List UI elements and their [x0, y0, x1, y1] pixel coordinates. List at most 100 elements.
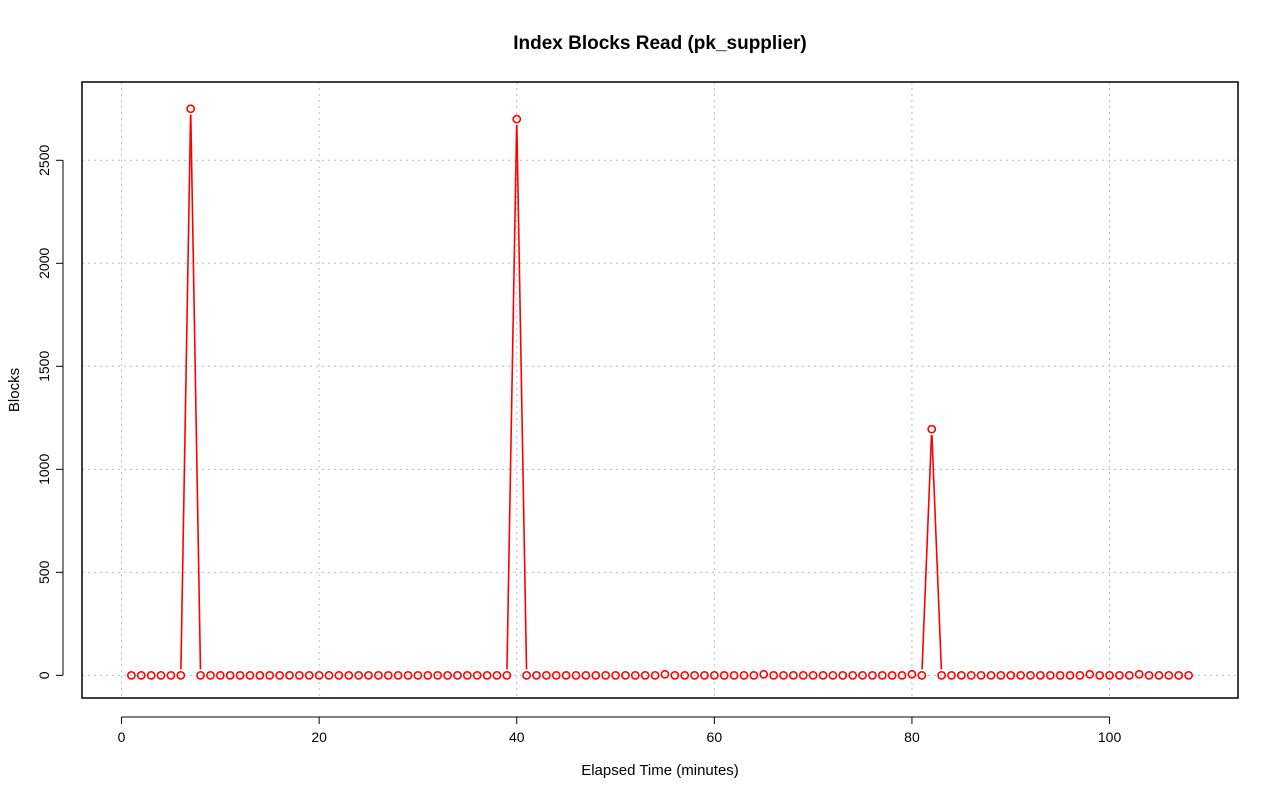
data-point [848, 670, 858, 680]
x-tick-label: 0 [118, 729, 126, 745]
data-point [146, 670, 156, 680]
data-point [1065, 670, 1075, 680]
data-point [877, 670, 887, 680]
data-point [680, 670, 690, 680]
data-point [512, 114, 522, 124]
data-point [670, 670, 680, 680]
data-point [808, 670, 818, 680]
data-point [887, 670, 897, 680]
data-point [700, 670, 709, 680]
data-point [245, 670, 255, 680]
data-point [275, 670, 285, 680]
data-point [868, 670, 877, 680]
y-tick-label: 1000 [36, 454, 52, 485]
data-point [403, 670, 413, 680]
data-point [1134, 669, 1144, 679]
data-point [255, 670, 265, 680]
x-tick-label: 20 [311, 729, 327, 745]
y-tick-label: 2500 [36, 145, 52, 176]
data-point [1085, 669, 1095, 679]
data-point [1144, 670, 1154, 680]
series-layer [127, 104, 1193, 680]
data-point [561, 670, 571, 680]
data-point [956, 670, 966, 680]
data-point [314, 670, 324, 680]
data-point [611, 670, 620, 680]
data-point [571, 670, 581, 680]
data-point [393, 670, 403, 680]
x-tick-label: 80 [904, 729, 920, 745]
data-point [127, 670, 136, 680]
data-point [1026, 670, 1035, 680]
data-point [374, 670, 383, 680]
data-point [285, 670, 294, 680]
data-point [1016, 670, 1026, 680]
data-point [976, 670, 986, 680]
y-tick-label: 500 [36, 560, 52, 584]
data-point [1006, 670, 1016, 680]
data-point [947, 670, 956, 680]
data-point [136, 670, 146, 680]
data-point [749, 670, 759, 680]
series-segment [506, 125, 518, 670]
data-point [413, 670, 423, 680]
data-point [462, 670, 472, 680]
data-point [225, 670, 235, 680]
data-point [907, 669, 917, 679]
data-point [551, 670, 561, 680]
data-point [1075, 670, 1085, 680]
data-point [176, 670, 186, 680]
data-point [897, 670, 907, 680]
data-point [1105, 670, 1114, 680]
data-point [196, 670, 205, 680]
data-point [532, 670, 541, 680]
x-tick-label: 60 [707, 729, 723, 745]
data-point [591, 670, 601, 680]
data-point [334, 670, 344, 680]
y-axis-label: Blocks [6, 368, 23, 412]
data-point [640, 670, 650, 680]
data-point [1154, 670, 1164, 680]
data-point [364, 670, 373, 680]
data-point [779, 670, 788, 680]
data-point [788, 670, 798, 680]
data-point [858, 670, 867, 680]
data-point [265, 670, 275, 680]
x-axis: 0 20 40 60 80 100 [118, 716, 1121, 745]
data-point [927, 424, 937, 434]
chart-title: Index Blocks Read (pk_supplier) [513, 33, 807, 54]
data-point [294, 670, 304, 680]
y-tick-label: 2000 [36, 248, 52, 279]
plot-frame [81, 81, 1239, 699]
y-tick-label: 1500 [36, 351, 52, 382]
data-point [759, 669, 769, 679]
grid [82, 82, 1238, 698]
x-tick-label: 40 [509, 729, 525, 745]
data-point [996, 670, 1006, 680]
data-point [1184, 670, 1193, 680]
series-segment [516, 125, 528, 670]
data-point [472, 670, 482, 680]
data-point [1174, 670, 1184, 680]
data-point [235, 670, 245, 680]
data-point [1164, 670, 1174, 680]
data-point [502, 670, 512, 680]
data-point [433, 670, 443, 680]
data-point [937, 670, 946, 680]
data-point [798, 670, 808, 680]
data-point [186, 104, 196, 114]
data-point [621, 670, 630, 680]
data-point [541, 670, 551, 680]
data-point [344, 670, 354, 680]
series-segment [180, 114, 192, 670]
data-point [304, 670, 314, 680]
data-point [166, 670, 176, 680]
data-point [156, 670, 166, 680]
data-point [690, 670, 699, 680]
data-point [324, 670, 334, 680]
data-point [719, 670, 729, 680]
data-point [1035, 670, 1045, 680]
data-point [966, 670, 976, 680]
data-point [660, 669, 670, 679]
